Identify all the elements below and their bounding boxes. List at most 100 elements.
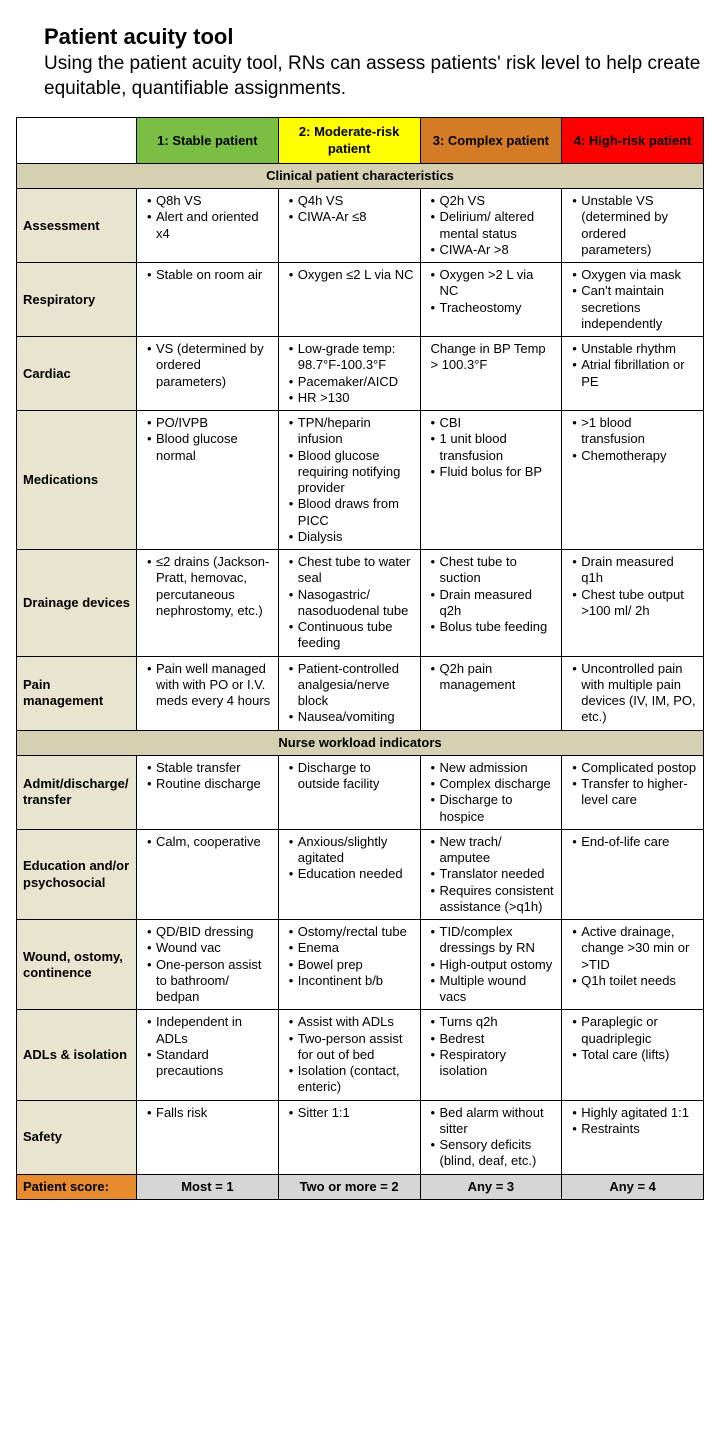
data-cell: Chest tube to suctionDrain measured q2hB… — [420, 550, 562, 657]
list-item: VS (determined by ordered parameters) — [147, 341, 272, 390]
list-item: Chemotherapy — [572, 448, 697, 464]
list-item: Continuous tube feeding — [289, 619, 414, 652]
list-item: Drain measured q1h — [572, 554, 697, 587]
row-label: Pain management — [17, 656, 137, 730]
row-label: Medications — [17, 411, 137, 550]
list-item: CBI — [431, 415, 556, 431]
list-item: Low-grade temp: 98.7°F-100.3°F — [289, 341, 414, 374]
list-item: Assist with ADLs — [289, 1014, 414, 1030]
row-label: Drainage devices — [17, 550, 137, 657]
acuity-table: 1: Stable patient2: Moderate-risk patien… — [16, 117, 704, 1200]
row-label: ADLs & isolation — [17, 1010, 137, 1100]
table-row: RespiratoryStable on room airOxygen ≤2 L… — [17, 263, 704, 337]
section-title: Nurse workload indicators — [17, 730, 704, 755]
list-item: Requires consistent assistance (>q1h) — [431, 883, 556, 916]
list-item: Routine discharge — [147, 776, 272, 792]
list-item: Falls risk — [147, 1105, 272, 1121]
header-empty — [17, 118, 137, 164]
table-row: Wound, ostomy, continenceQD/BID dressing… — [17, 920, 704, 1010]
list-item: TPN/heparin infusion — [289, 415, 414, 448]
data-cell: PO/IVPBBlood glucose normal — [137, 411, 279, 550]
list-item: Turns q2h — [431, 1014, 556, 1030]
data-cell: Ostomy/rectal tubeEnemaBowel prepInconti… — [278, 920, 420, 1010]
list-item: ≤2 drains (Jackson- Pratt, hemovac, perc… — [147, 554, 272, 619]
list-item: Pacemaker/AICD — [289, 374, 414, 390]
data-cell: Pain well managed with with PO or I.V. m… — [137, 656, 279, 730]
list-item: CIWA-Ar ≤8 — [289, 209, 414, 225]
data-cell: New admissionComplex dischargeDischarge … — [420, 755, 562, 829]
row-label: Safety — [17, 1100, 137, 1174]
list-item: Nausea/vomiting — [289, 709, 414, 725]
table-row: SafetyFalls riskSitter 1:1Bed alarm with… — [17, 1100, 704, 1174]
list-item: Independent in ADLs — [147, 1014, 272, 1047]
list-item: Unstable VS (determined by ordered param… — [572, 193, 697, 258]
list-item: Drain measured q2h — [431, 587, 556, 620]
row-label: Education and/or psychosocial — [17, 829, 137, 919]
row-label: Respiratory — [17, 263, 137, 337]
table-row: Drainage devices≤2 drains (Jackson- Prat… — [17, 550, 704, 657]
list-item: Wound vac — [147, 940, 272, 956]
list-item: Dialysis — [289, 529, 414, 545]
list-item: Isolation (contact, enteric) — [289, 1063, 414, 1096]
list-item: Bolus tube feeding — [431, 619, 556, 635]
table-row: Pain managementPain well managed with wi… — [17, 656, 704, 730]
data-cell: Q2h pain management — [420, 656, 562, 730]
list-item: Complex discharge — [431, 776, 556, 792]
table-row: CardiacVS (determined by ordered paramet… — [17, 337, 704, 411]
score-cell: Most = 1 — [137, 1174, 279, 1199]
list-item: Bed alarm without sitter — [431, 1105, 556, 1138]
list-item: Q4h VS — [289, 193, 414, 209]
data-cell: Patient-controlled analgesia/nerve block… — [278, 656, 420, 730]
list-item: Alert and oriented x4 — [147, 209, 272, 242]
data-cell: Uncontrolled pain with multiple pain dev… — [562, 656, 704, 730]
list-item: Education needed — [289, 866, 414, 882]
row-label: Wound, ostomy, continence — [17, 920, 137, 1010]
list-item: Blood glucose normal — [147, 431, 272, 464]
list-item: Highly agitated 1:1 — [572, 1105, 697, 1121]
data-cell: Unstable VS (determined by ordered param… — [562, 189, 704, 263]
list-item: CIWA-Ar >8 — [431, 242, 556, 258]
table-row: Admit/discharge/ transferStable transfer… — [17, 755, 704, 829]
list-item: Standard precautions — [147, 1047, 272, 1080]
list-item: Incontinent b/b — [289, 973, 414, 989]
list-item: Oxygen >2 L via NC — [431, 267, 556, 300]
list-item: Stable transfer — [147, 760, 272, 776]
data-cell: Drain measured q1hChest tube output >100… — [562, 550, 704, 657]
column-header: 4: High-risk patient — [562, 118, 704, 164]
data-cell: Oxygen via maskCan't maintain secretions… — [562, 263, 704, 337]
data-cell: TPN/heparin infusionBlood glucose requir… — [278, 411, 420, 550]
row-label: Assessment — [17, 189, 137, 263]
data-cell: Anxious/slightly agitatedEducation neede… — [278, 829, 420, 919]
data-cell: Discharge to outside facility — [278, 755, 420, 829]
data-cell: Active drainage, change >30 min or >TIDQ… — [562, 920, 704, 1010]
data-cell: Bed alarm without sitterSensory deficits… — [420, 1100, 562, 1174]
list-item: Paraplegic or quadriplegic — [572, 1014, 697, 1047]
data-cell: ≤2 drains (Jackson- Pratt, hemovac, perc… — [137, 550, 279, 657]
list-item: Atrial fibrillation or PE — [572, 357, 697, 390]
list-item: Oxygen via mask — [572, 267, 697, 283]
list-item: Calm, cooperative — [147, 834, 272, 850]
data-cell: Calm, cooperative — [137, 829, 279, 919]
data-cell: Falls risk — [137, 1100, 279, 1174]
list-item: Active drainage, change >30 min or >TID — [572, 924, 697, 973]
list-item: Can't maintain secretions independently — [572, 283, 697, 332]
score-cell: Any = 4 — [562, 1174, 704, 1199]
data-cell: Q4h VSCIWA-Ar ≤8 — [278, 189, 420, 263]
section-header-row: Clinical patient characteristics — [17, 163, 704, 188]
list-item: Blood glucose requiring notifying provid… — [289, 448, 414, 497]
list-item: HR >130 — [289, 390, 414, 406]
data-cell: Low-grade temp: 98.7°F-100.3°FPacemaker/… — [278, 337, 420, 411]
data-cell: Stable on room air — [137, 263, 279, 337]
list-item: Sensory deficits (blind, deaf, etc.) — [431, 1137, 556, 1170]
score-cell: Any = 3 — [420, 1174, 562, 1199]
header-row: 1: Stable patient2: Moderate-risk patien… — [17, 118, 704, 164]
list-item: Total care (lifts) — [572, 1047, 697, 1063]
list-item: Stable on room air — [147, 267, 272, 283]
data-cell: Chest tube to water sealNasogastric/ nas… — [278, 550, 420, 657]
list-item: Q8h VS — [147, 193, 272, 209]
list-item: Nasogastric/ nasoduodenal tube — [289, 587, 414, 620]
section-title: Clinical patient characteristics — [17, 163, 704, 188]
row-label: Cardiac — [17, 337, 137, 411]
data-cell: Paraplegic or quadriplegicTotal care (li… — [562, 1010, 704, 1100]
list-item: Delirium/ altered mental status — [431, 209, 556, 242]
